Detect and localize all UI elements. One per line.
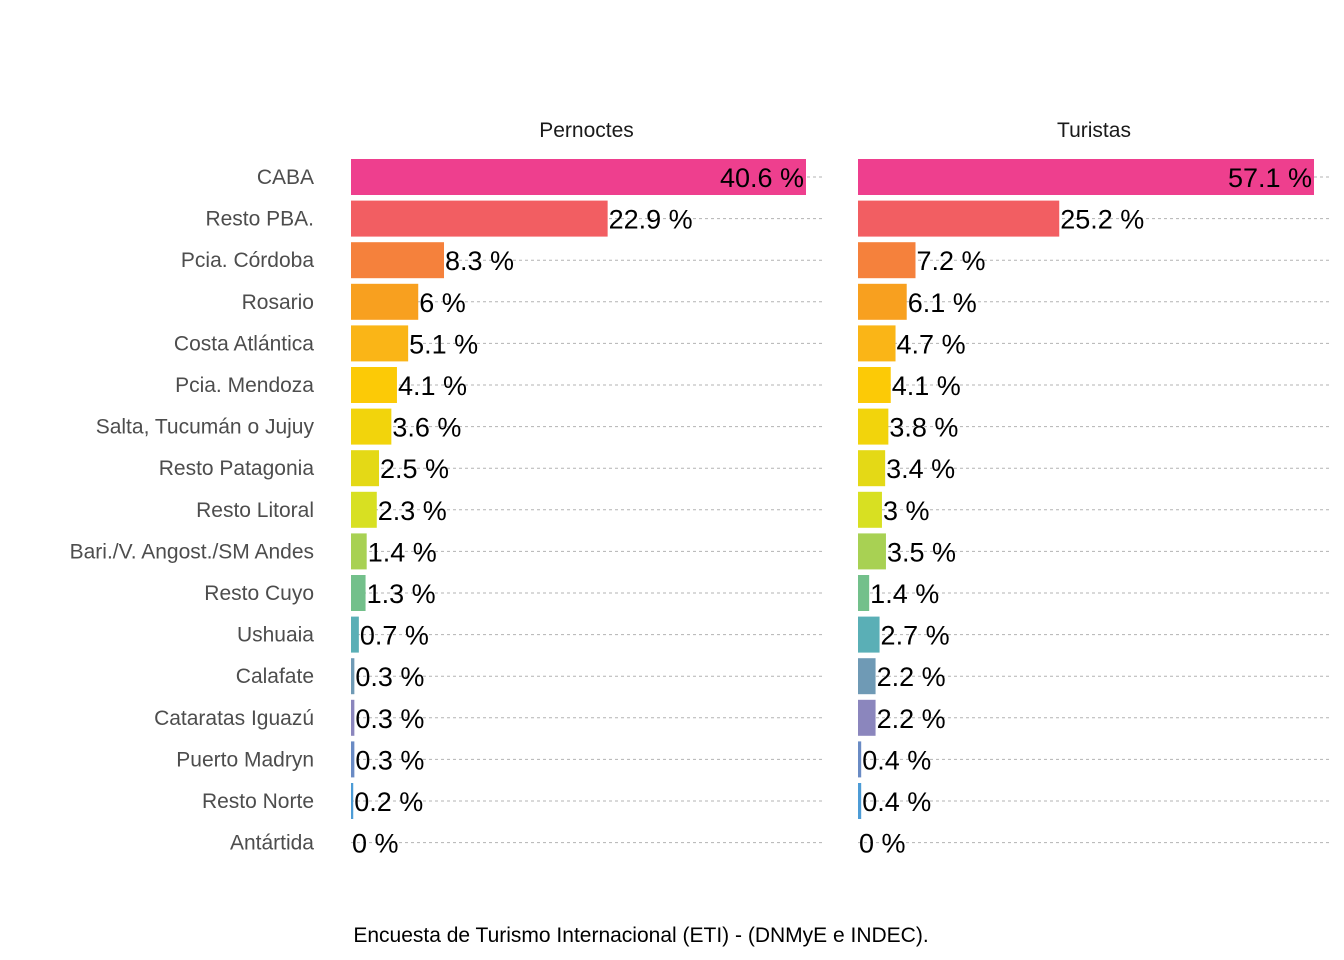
bar <box>351 741 355 778</box>
data-label: 2.3 % <box>378 496 447 526</box>
data-label: 8.3 % <box>445 246 514 276</box>
data-label: 40.6 % <box>720 163 804 193</box>
data-label: 25.2 % <box>1060 205 1144 235</box>
data-label: 5.1 % <box>409 329 478 359</box>
data-label: 0.3 % <box>355 745 424 775</box>
bar <box>351 491 377 528</box>
chart-caption: Encuesta de Turismo Internacional (ETI) … <box>353 924 928 947</box>
data-label: 0.4 % <box>862 787 931 817</box>
data-label: 4.7 % <box>897 329 966 359</box>
facet-pernoctes: Pernoctes 40.6 % 22.9 % 8.3 % 6 % 5.1 % 4.1 % 3… <box>351 119 806 859</box>
bar <box>351 325 409 362</box>
data-label: 3.8 % <box>889 413 958 443</box>
category-label: Resto Patagonia <box>159 457 315 480</box>
bar <box>858 325 896 362</box>
facet-title: Pernoctes <box>539 119 634 142</box>
category-label: Resto PBA. <box>205 208 314 231</box>
data-label: 0.2 % <box>354 787 423 817</box>
bar <box>351 367 397 403</box>
data-label: 2.2 % <box>877 662 946 692</box>
data-label: 2.7 % <box>881 621 950 651</box>
category-label: Resto Litoral <box>196 499 314 522</box>
data-label: 4.1 % <box>398 371 467 401</box>
bar <box>351 242 445 279</box>
data-label: 0 % <box>352 829 399 859</box>
category-label: Cataratas Iguazú <box>154 707 314 730</box>
category-axis-labels: CABA Resto PBA. Pcia. Córdoba Rosario Costa … <box>70 166 315 855</box>
data-label: 1.4 % <box>368 537 437 567</box>
bar <box>351 783 354 819</box>
category-label: Antártida <box>230 832 314 855</box>
gridlines <box>351 176 1330 844</box>
facet-panels: Pernoctes 40.6 % 22.9 % 8.3 % 6 % 5.1 % 4.1 % 3… <box>351 119 1314 859</box>
bar <box>858 741 862 778</box>
bar <box>858 783 862 819</box>
data-label: 3.6 % <box>392 413 461 443</box>
data-label: 0.4 % <box>862 745 931 775</box>
data-label: 22.9 % <box>609 205 693 235</box>
data-label: 1.3 % <box>367 579 436 609</box>
bar <box>351 575 366 611</box>
bar <box>351 283 419 320</box>
data-label: 7.2 % <box>916 246 985 276</box>
bar <box>858 367 891 403</box>
bar <box>858 533 886 570</box>
category-label: Resto Norte <box>202 790 314 813</box>
bar <box>351 658 355 695</box>
category-label: Costa Atlántica <box>174 332 314 355</box>
data-label: 2.5 % <box>380 454 449 484</box>
category-label: Pcia. Mendoza <box>175 374 314 397</box>
bar <box>351 200 608 237</box>
bar <box>858 575 870 611</box>
category-label: CABA <box>257 166 314 189</box>
bar <box>351 159 806 195</box>
bar <box>351 699 355 736</box>
bar <box>858 450 886 487</box>
bar <box>858 200 1060 237</box>
data-label: 0.3 % <box>355 662 424 692</box>
data-label: 4.1 % <box>892 371 961 401</box>
category-label: Bari./V. Angost./SM Andes <box>70 540 314 563</box>
bar <box>858 699 876 736</box>
data-label: 3.5 % <box>887 537 956 567</box>
data-label: 57.1 % <box>1228 163 1312 193</box>
category-label: Pcia. Córdoba <box>181 249 314 272</box>
bar <box>858 658 876 695</box>
bar <box>858 159 1314 195</box>
bar <box>351 450 380 487</box>
bar <box>858 616 880 653</box>
facet-turistas: Turistas 57.1 % 25.2 % 7.2 % 6.1 % 4.7 % 4.1 %… <box>858 119 1314 859</box>
bar <box>858 242 916 279</box>
bar <box>858 283 907 320</box>
data-label: 0.3 % <box>355 704 424 734</box>
data-label: 6 % <box>419 288 466 318</box>
category-label: Salta, Tucumán o Jujuy <box>96 416 315 439</box>
data-label: 2.2 % <box>877 704 946 734</box>
facet-title: Turistas <box>1057 119 1131 142</box>
bar <box>351 408 392 445</box>
bar <box>351 533 367 570</box>
bar <box>858 408 889 445</box>
bar <box>351 616 359 653</box>
data-label: 3.4 % <box>886 454 955 484</box>
category-label: Calafate <box>236 665 314 688</box>
data-label: 0 % <box>859 829 906 859</box>
category-label: Puerto Madryn <box>176 748 314 771</box>
category-label: Resto Cuyo <box>204 582 314 605</box>
data-label: 1.4 % <box>870 579 939 609</box>
category-label: Ushuaia <box>237 624 314 647</box>
category-label: Rosario <box>242 291 314 314</box>
data-label: 6.1 % <box>908 288 977 318</box>
bar <box>858 491 882 528</box>
data-label: 0.7 % <box>360 621 429 651</box>
data-label: 3 % <box>883 496 930 526</box>
